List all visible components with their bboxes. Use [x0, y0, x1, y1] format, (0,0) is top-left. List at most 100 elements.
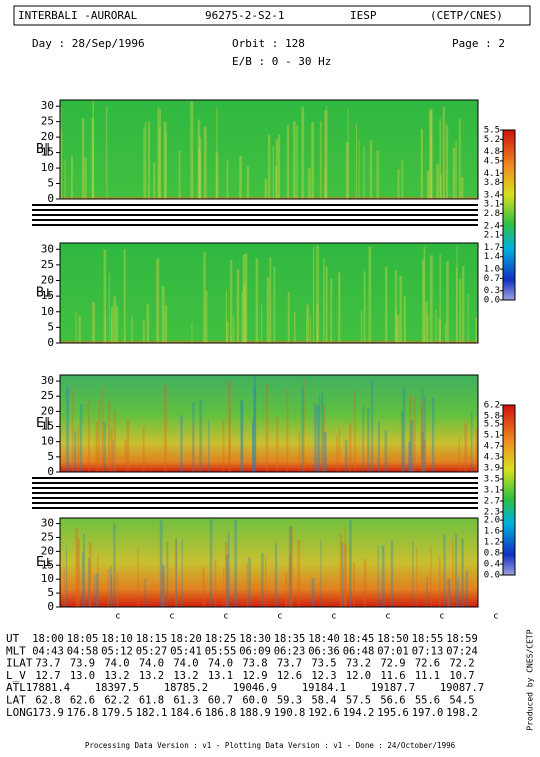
colorbar-label: 3.1 — [484, 200, 500, 210]
streak — [408, 441, 411, 472]
streak — [84, 157, 87, 199]
streak — [153, 162, 156, 199]
streak — [148, 121, 151, 199]
y-tick-label: 15 — [41, 146, 54, 159]
cell: 18:35 — [274, 633, 306, 645]
colorbar-label: 3.4 — [484, 190, 500, 200]
streak — [402, 387, 406, 472]
streak — [98, 399, 101, 472]
y-tick-label: 25 — [41, 115, 54, 128]
y-tick-label: 10 — [41, 161, 54, 174]
marker: c — [385, 612, 390, 622]
streak — [81, 552, 84, 607]
streak — [425, 301, 428, 343]
streak — [403, 295, 406, 343]
colorbar-label: 4.7 — [484, 442, 500, 452]
row-label: ATL — [6, 681, 26, 694]
colorbar-label: 3.1 — [484, 486, 500, 496]
streak — [96, 573, 99, 607]
cell: 57.5 — [346, 695, 371, 707]
streak — [347, 108, 349, 199]
streak — [70, 155, 73, 199]
cell: 18:45 — [343, 633, 375, 645]
y-tick-label: 5 — [47, 320, 54, 333]
streak — [208, 419, 210, 472]
streak — [367, 407, 370, 472]
colorbar-label: 5.5 — [484, 420, 500, 430]
colorbar-label: 3.5 — [484, 475, 500, 485]
row-label: MLT — [6, 644, 26, 657]
streak — [288, 526, 292, 607]
streak — [144, 121, 147, 199]
streak — [101, 385, 104, 472]
y-tick-label: 20 — [41, 544, 54, 557]
colorbar-label: 4.1 — [484, 169, 500, 179]
streak — [444, 322, 447, 343]
cell: 07:13 — [412, 645, 444, 657]
streak — [226, 321, 229, 343]
streak — [243, 284, 247, 343]
row-label: LAT — [6, 694, 26, 707]
y-tick-label: 0 — [47, 600, 54, 613]
cell: 06:23 — [274, 645, 306, 657]
streak — [87, 399, 90, 472]
streak — [458, 118, 461, 199]
streak — [267, 135, 271, 199]
colorbar-label: 0.7 — [484, 274, 500, 284]
streak — [313, 403, 317, 472]
y-tick-label: 20 — [41, 130, 54, 143]
streak — [439, 254, 441, 343]
cell: 74.0 — [173, 658, 198, 670]
streak — [124, 439, 127, 472]
streak — [88, 542, 92, 607]
streak — [341, 541, 344, 607]
cell: 11.1 — [415, 670, 440, 682]
streak — [95, 422, 98, 472]
streak — [442, 107, 446, 199]
streak — [430, 545, 432, 607]
streak — [353, 390, 356, 472]
cell: 05:55 — [205, 645, 237, 657]
row-label: UT — [6, 632, 20, 645]
streak — [318, 393, 320, 472]
streak — [227, 532, 230, 607]
streak — [465, 570, 468, 607]
streak — [401, 411, 404, 472]
streak — [384, 430, 388, 472]
cell: 19046.9 — [233, 682, 277, 694]
cell: 72.9 — [380, 658, 405, 670]
streak — [301, 106, 305, 199]
streak — [261, 552, 264, 607]
streak — [420, 128, 424, 199]
streak — [79, 404, 83, 472]
streak — [274, 543, 278, 607]
cell: 18:15 — [136, 633, 168, 645]
streak — [261, 304, 263, 343]
streak — [336, 435, 338, 472]
colorbar-label: 5.8 — [484, 411, 500, 421]
streak — [344, 439, 348, 472]
streak — [77, 427, 80, 472]
streak — [462, 266, 465, 343]
credit: Produced by CNES/CETP — [526, 629, 535, 730]
streak — [475, 428, 478, 472]
streak — [131, 316, 133, 343]
streak — [296, 125, 298, 199]
streak — [276, 416, 279, 472]
streak — [438, 556, 441, 607]
streak — [255, 258, 259, 343]
spectrogram — [60, 375, 478, 472]
cell: 54.5 — [449, 695, 474, 707]
y-tick-label: 25 — [41, 389, 54, 402]
streak — [240, 400, 244, 472]
cell: 59.3 — [277, 695, 302, 707]
streak — [457, 577, 460, 607]
y-tick-label: 15 — [41, 420, 54, 433]
streak — [307, 168, 311, 199]
orbit: Orbit : 128 — [232, 37, 305, 50]
y-tick-label: 5 — [47, 586, 54, 599]
cell: 62.8 — [35, 695, 60, 707]
streak — [229, 400, 231, 472]
streak — [225, 289, 228, 343]
streak — [216, 108, 218, 199]
